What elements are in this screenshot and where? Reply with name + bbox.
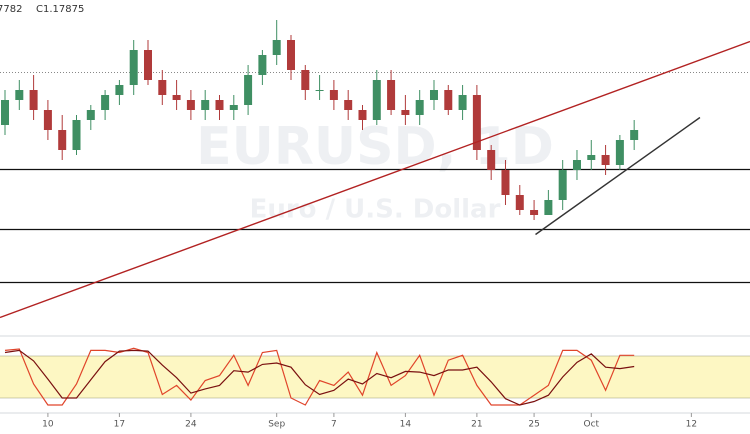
candle-body (43, 110, 52, 130)
candle-body (487, 150, 496, 170)
header-close: C1.17875 (36, 4, 84, 15)
candle-body (387, 80, 396, 110)
candle-body (544, 200, 553, 215)
candle-body (229, 105, 238, 110)
x-tick-label: 12 (686, 420, 697, 430)
stoch-band (0, 356, 750, 398)
candle-body (344, 100, 353, 110)
candle-body (72, 120, 81, 150)
candle-body (530, 210, 539, 215)
x-tick-label: 14 (400, 420, 412, 430)
candle-body (201, 100, 210, 110)
trendline (535, 116, 701, 236)
candle-body (315, 90, 324, 91)
candle-body (143, 50, 152, 80)
candle-body (1, 100, 10, 125)
candle-body (101, 95, 110, 110)
x-tick-label: 21 (471, 420, 482, 430)
stoch-line (4, 349, 635, 406)
candle-body (401, 110, 410, 115)
candle-body (186, 100, 195, 110)
candle-body (158, 80, 167, 95)
candle-body (458, 95, 467, 110)
candle-body (372, 80, 381, 120)
x-tick-label: 24 (185, 420, 197, 430)
watermark: EURUSD, 1D (196, 117, 554, 177)
candle-body (115, 85, 124, 95)
candle-body (258, 55, 267, 75)
candle-body (615, 140, 624, 165)
candle-body (272, 40, 281, 55)
candle-body (429, 90, 438, 100)
candle-body (515, 195, 524, 210)
candle-body (129, 50, 138, 85)
candle-body (215, 100, 224, 110)
candle-body (286, 40, 295, 70)
candle-body (558, 170, 567, 200)
candle-body (58, 130, 67, 150)
x-tick-label: Oct (583, 420, 599, 430)
candle-body (329, 90, 338, 100)
candle-body (86, 110, 95, 120)
candle-body (587, 155, 596, 160)
trendline (0, 40, 750, 319)
candle-body (15, 90, 24, 100)
x-tick-label: 10 (42, 420, 54, 430)
candle-body (301, 70, 310, 90)
x-tick-label: 7 (331, 420, 337, 430)
candle-body (244, 75, 253, 105)
candle-body (572, 160, 581, 170)
candle-body (358, 110, 367, 120)
candle-body (172, 95, 181, 100)
candle-body (415, 100, 424, 115)
stoch-line (4, 347, 635, 406)
candle-body (472, 95, 481, 150)
x-tick-label: 17 (114, 420, 125, 430)
candle-body (501, 170, 510, 195)
x-tick-label: Sep (268, 420, 285, 430)
candle-body (29, 90, 38, 110)
x-tick-label: 25 (528, 420, 539, 430)
candle-body (630, 130, 639, 140)
watermark-subtitle: Euro / U.S. Dollar (250, 195, 501, 225)
candle-body (601, 155, 610, 165)
header-value: 7782 (0, 4, 22, 15)
candle-body (444, 90, 453, 110)
